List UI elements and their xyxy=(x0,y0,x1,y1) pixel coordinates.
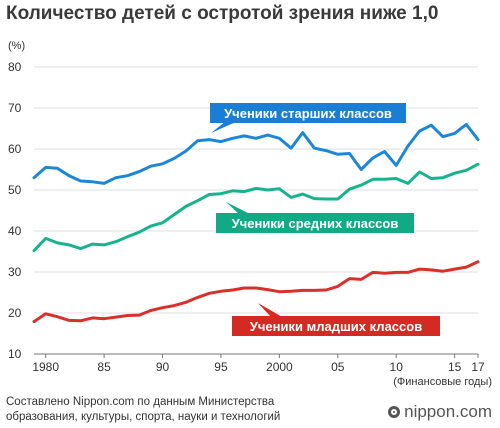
chart-title: Количество детей с остротой зрения ниже … xyxy=(6,3,439,24)
series-label-pointer-1 xyxy=(211,121,238,133)
x-tick-label: 95 xyxy=(214,360,228,374)
x-tick-label: 15 xyxy=(448,360,462,374)
y-tick-label: 30 xyxy=(8,265,22,279)
nippon-logo-icon xyxy=(388,406,401,418)
y-tick-label: 40 xyxy=(8,224,22,238)
x-tick-label: 2000 xyxy=(266,360,293,374)
series-label-3: Ученики младших классов xyxy=(250,319,422,334)
y-tick-label: 10 xyxy=(8,347,22,361)
y-tick-label: 50 xyxy=(8,183,22,197)
series-label-2: Ученики средних классов xyxy=(232,216,399,231)
x-tick-label: 05 xyxy=(331,360,345,374)
series-line-3 xyxy=(32,260,480,324)
y-tick-label: 80 xyxy=(8,60,22,74)
x-tick-label: 85 xyxy=(97,360,111,374)
series-line-2 xyxy=(32,162,480,253)
y-tick-label: 70 xyxy=(8,101,22,115)
source-note: Составлено Nippon.com по данным Министер… xyxy=(6,395,366,425)
series-label-pointer-3 xyxy=(258,303,284,318)
series-label-1: Ученики старших классов xyxy=(224,106,392,121)
series-label-box-3 xyxy=(232,316,440,336)
source-line-1: Составлено Nippon.com по данным Министер… xyxy=(6,396,275,408)
x-axis-title: (Финансовые годы) xyxy=(393,376,492,388)
series-label-box-1 xyxy=(210,103,406,123)
series-line-1 xyxy=(32,122,480,185)
x-tick-label: 17 xyxy=(471,360,485,374)
series-label-pointer-2 xyxy=(226,202,252,215)
brand-logo: nippon.com xyxy=(388,402,492,422)
y-tick-label: 20 xyxy=(8,306,22,320)
series-label-box-2 xyxy=(216,213,414,233)
x-tick-label: 10 xyxy=(390,360,404,374)
x-tick-label: 90 xyxy=(156,360,170,374)
y-axis-unit-label: (%) xyxy=(8,40,26,52)
brand-name: nippon.com xyxy=(404,402,492,421)
x-tick-label: 1980 xyxy=(32,360,59,374)
y-tick-label: 60 xyxy=(8,142,22,156)
source-line-2: образования, культуры, спорта, науки и т… xyxy=(6,411,281,423)
